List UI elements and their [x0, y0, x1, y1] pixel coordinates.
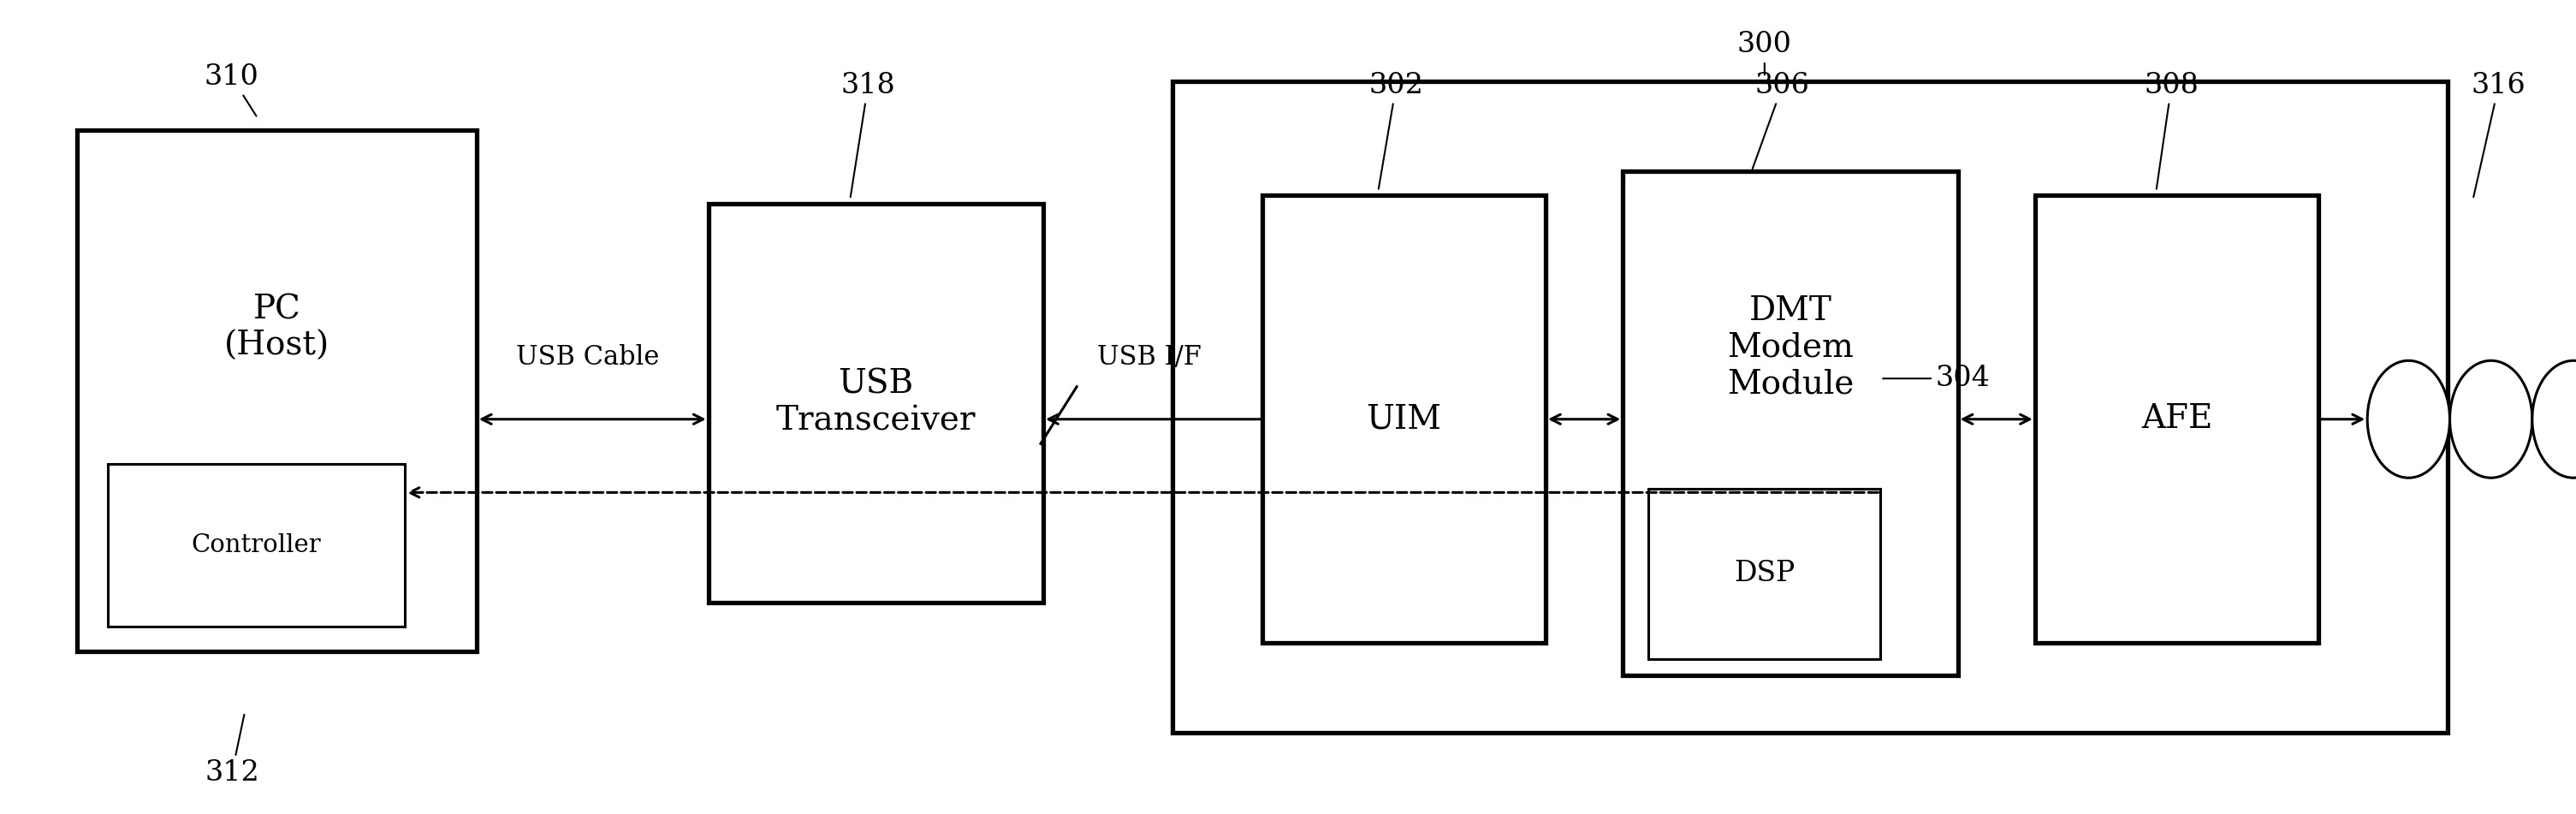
Bar — [1172, 81, 2447, 733]
Text: 318: 318 — [840, 72, 896, 197]
Ellipse shape — [2367, 361, 2450, 478]
Text: USB
Transceiver: USB Transceiver — [775, 369, 976, 437]
Text: DMT
Modem
Module: DMT Modem Module — [1726, 295, 1855, 400]
Ellipse shape — [2532, 361, 2576, 478]
Text: 310: 310 — [204, 63, 260, 116]
Bar — [77, 130, 477, 651]
Text: UIM: UIM — [1365, 404, 1443, 435]
Bar — [708, 204, 1043, 602]
Text: USB I/F: USB I/F — [1097, 344, 1200, 370]
Bar — [108, 464, 404, 627]
Text: 308: 308 — [2143, 72, 2200, 189]
Text: 304: 304 — [1883, 365, 1991, 392]
Bar — [1649, 488, 1880, 659]
Bar — [1623, 171, 1958, 676]
Text: 300: 300 — [1736, 31, 1793, 75]
Ellipse shape — [2450, 361, 2532, 478]
Text: Controller: Controller — [191, 533, 322, 558]
Text: 302: 302 — [1368, 72, 1425, 189]
Text: PC
(Host): PC (Host) — [224, 294, 330, 362]
Text: AFE: AFE — [2141, 404, 2213, 435]
Text: 312: 312 — [204, 715, 260, 787]
Bar — [2035, 195, 2318, 643]
Text: DSP: DSP — [1734, 560, 1795, 588]
Bar — [1262, 195, 1546, 643]
Text: USB Cable: USB Cable — [515, 344, 659, 370]
Text: 306: 306 — [1752, 72, 1811, 168]
Text: 316: 316 — [2470, 72, 2527, 197]
